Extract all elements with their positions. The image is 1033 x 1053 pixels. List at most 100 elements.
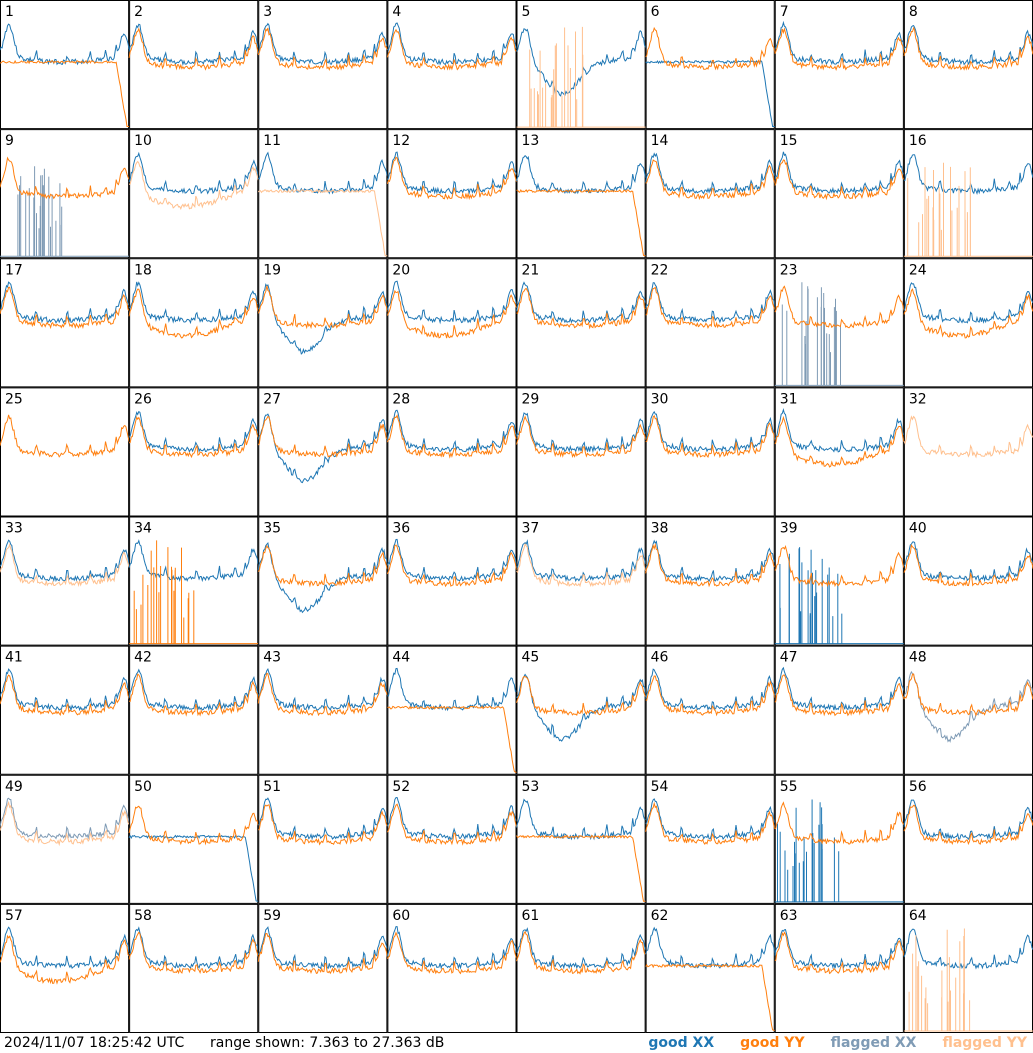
series-yy xyxy=(386,414,517,459)
series-xx xyxy=(645,539,776,583)
panel-label: 55 xyxy=(780,779,798,795)
panel-frame xyxy=(516,645,646,775)
series-xx xyxy=(386,409,517,453)
panel-label: 49 xyxy=(5,779,23,795)
series-xx xyxy=(128,410,259,453)
panel-frame xyxy=(387,903,517,1033)
series-yy xyxy=(0,800,130,847)
panel-label: 23 xyxy=(780,262,798,278)
series-yy xyxy=(645,542,776,588)
panel-label: 58 xyxy=(134,908,152,924)
panel-label: 9 xyxy=(5,133,14,149)
panel-43: 43 xyxy=(257,645,388,775)
panel-38: 38 xyxy=(645,516,776,646)
panel-21: 21 xyxy=(516,258,647,388)
series-xx xyxy=(903,928,1033,970)
panel-frame xyxy=(0,774,130,904)
timestamp: 2024/11/07 18:25:42 UTC xyxy=(4,1035,185,1051)
panel-label: 22 xyxy=(651,262,669,278)
panel-26: 26 xyxy=(128,387,259,517)
panel-label: 28 xyxy=(392,391,410,407)
panel-label: 50 xyxy=(134,779,152,795)
panel-60: 60 xyxy=(386,903,517,1033)
series-yy xyxy=(257,27,388,71)
series-yy xyxy=(386,156,517,201)
panel-61: 61 xyxy=(516,903,647,1033)
panel-label: 43 xyxy=(263,650,281,666)
panel-label: 38 xyxy=(651,521,669,537)
series-yy xyxy=(0,156,130,200)
series-yy xyxy=(903,544,1033,587)
series-yy xyxy=(645,26,776,71)
panel-frame xyxy=(645,258,775,388)
panel-20: 20 xyxy=(386,258,517,388)
panel-44: 44 xyxy=(387,645,517,775)
series-xx xyxy=(257,667,388,712)
panel-frame xyxy=(0,387,130,517)
panel-frame xyxy=(0,903,130,1033)
panel-label: 47 xyxy=(780,650,798,666)
series-xx xyxy=(0,668,130,713)
panel-2: 2 xyxy=(128,0,259,130)
panel-frame xyxy=(258,129,388,259)
panel-frame xyxy=(129,0,259,130)
series-yy xyxy=(903,673,1033,717)
panel-39: 39 xyxy=(774,516,905,646)
series-xx xyxy=(516,412,646,454)
panel-label: 24 xyxy=(909,262,927,278)
series-xx xyxy=(903,282,1033,324)
series-yy xyxy=(645,159,776,201)
panel-5: 5 xyxy=(516,0,647,130)
series-yy xyxy=(387,705,517,773)
panel-label: 19 xyxy=(263,262,281,278)
panel-55: 55 xyxy=(774,774,905,904)
panel-frame xyxy=(387,387,517,517)
panel-40: 40 xyxy=(903,516,1033,646)
series-xx xyxy=(516,154,647,195)
panel-label: 12 xyxy=(392,133,410,149)
series-xx xyxy=(645,668,776,712)
series-yy xyxy=(129,673,259,717)
series-yy xyxy=(386,803,517,846)
series-yy xyxy=(128,931,259,975)
panel-frame xyxy=(0,0,130,130)
panel-label: 42 xyxy=(134,650,152,666)
series-yy xyxy=(386,544,517,588)
panel-frame xyxy=(516,0,646,130)
panel-42: 42 xyxy=(128,645,259,775)
series-xx xyxy=(257,542,388,614)
panel-frame xyxy=(774,645,904,775)
series-yy xyxy=(257,932,388,975)
panel-label: 33 xyxy=(5,521,23,537)
panel-57: 57 xyxy=(0,903,130,1033)
panel-frame xyxy=(258,903,388,1033)
series-xx xyxy=(128,926,259,970)
panel-label: 32 xyxy=(909,391,927,407)
series-xx xyxy=(645,59,775,127)
panel-45: 45 xyxy=(516,645,647,775)
panel-41: 41 xyxy=(0,645,130,775)
series-yy xyxy=(903,162,1033,257)
series-yy xyxy=(774,545,905,588)
panel-frame xyxy=(258,645,388,775)
panel-label: 61 xyxy=(522,908,540,924)
series-xx xyxy=(903,799,1033,841)
panel-label: 51 xyxy=(263,779,281,795)
panel-frame xyxy=(774,516,904,646)
series-xx xyxy=(774,151,905,196)
panel-22: 22 xyxy=(645,258,776,388)
series-yy xyxy=(903,928,1033,1032)
series-xx xyxy=(128,281,259,325)
panel-frame xyxy=(387,774,517,904)
panel-64: 64 xyxy=(903,903,1033,1033)
panel-frame xyxy=(258,0,388,130)
series-yy xyxy=(774,801,905,845)
panel-frame xyxy=(645,0,775,130)
panel-frame xyxy=(129,387,259,517)
series-yy xyxy=(645,414,776,459)
series-xx xyxy=(774,407,905,453)
panel-frame xyxy=(645,645,775,775)
panel-frame xyxy=(387,0,517,130)
series-yy xyxy=(0,414,130,458)
panel-16: 16 xyxy=(903,129,1033,259)
